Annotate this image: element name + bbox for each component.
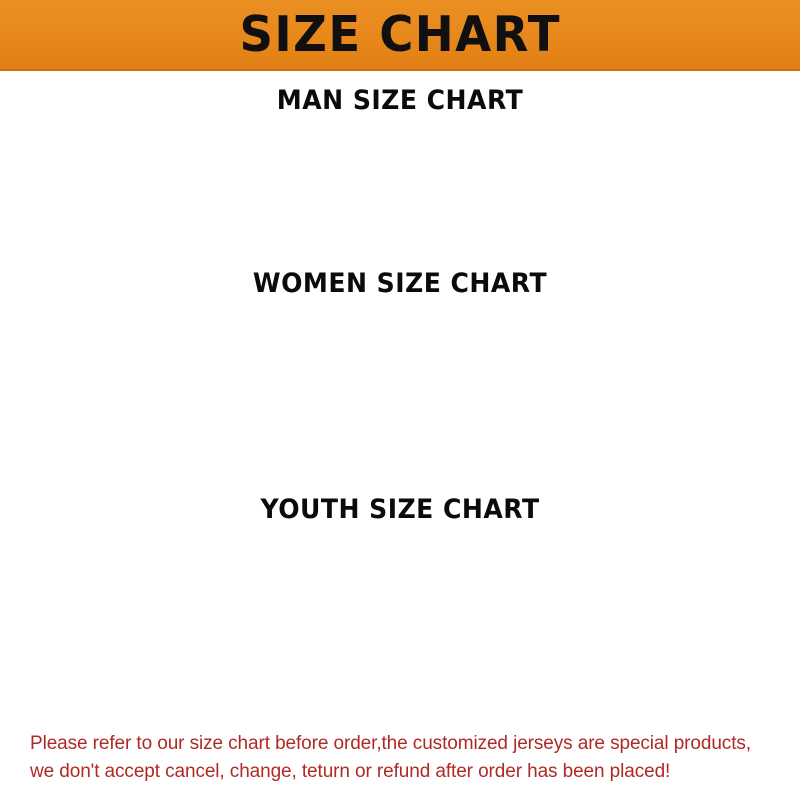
women-size-table [28,320,772,362]
women-table-head [28,320,772,362]
man-section-title: MAN SIZE CHART [276,85,524,116]
page-title: SIZE CHART [239,6,561,63]
page-banner: SIZE CHART [0,0,800,71]
man-table-head [28,138,772,174]
man-size-table [28,138,772,174]
order-notice: Please refer to our size chart before or… [30,730,778,785]
youth-size-table [28,546,772,588]
women-header-row [28,320,772,362]
youth-table-head [28,546,772,588]
man-header-row [28,138,772,174]
youth-section-title: YOUTH SIZE CHART [260,494,540,525]
women-section-title: WOMEN SIZE CHART [252,268,548,299]
order-notice-line-2: we don't accept cancel, change, teturn o… [30,760,671,782]
youth-header-row [28,546,772,588]
order-notice-line-1: Please refer to our size chart before or… [30,733,751,754]
